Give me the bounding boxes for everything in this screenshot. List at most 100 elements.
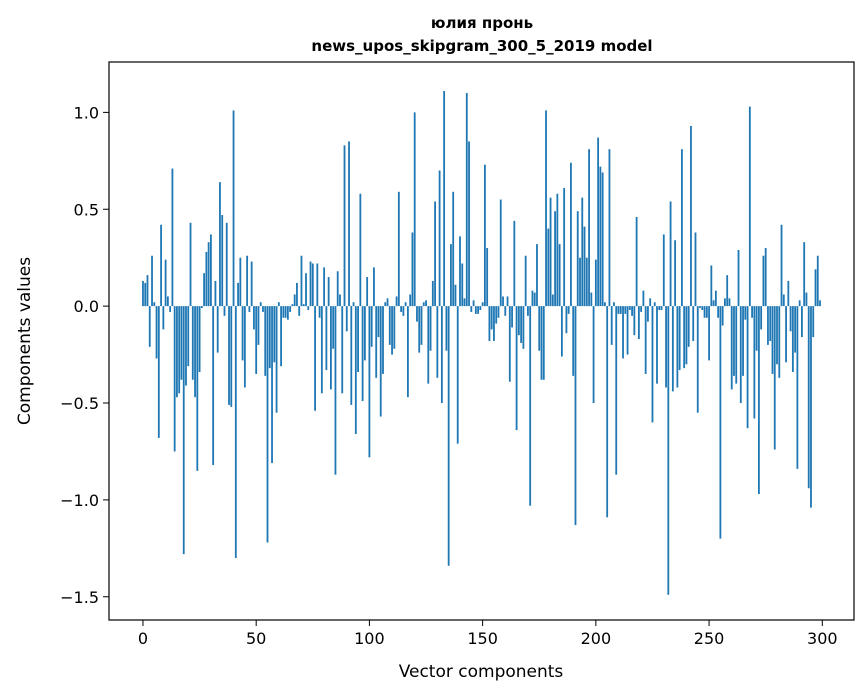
bar-7 — [157, 306, 160, 438]
bar-54 — [264, 306, 267, 376]
bar-176 — [540, 306, 543, 380]
bar-43 — [239, 257, 242, 307]
x-axis-ticks: 0 50 100 150 200 250 300 — [138, 620, 838, 648]
bar-206 — [608, 149, 611, 307]
bar-265 — [742, 306, 744, 376]
y-tick-label: −1.0 — [60, 491, 99, 510]
bar-270 — [753, 306, 756, 419]
x-tick-label: 250 — [694, 629, 725, 648]
x-tick-label: 0 — [138, 629, 148, 648]
bar-297 — [814, 269, 817, 307]
bar-199 — [592, 306, 595, 404]
bar-45 — [243, 306, 246, 388]
bar-196 — [585, 257, 588, 307]
bar-75 — [311, 263, 314, 307]
bar-130 — [436, 306, 439, 378]
bar-296 — [812, 306, 815, 338]
bar-47 — [248, 306, 251, 312]
bar-287 — [791, 306, 794, 373]
x-tick-label: 50 — [246, 629, 266, 648]
bar-252 — [712, 300, 715, 307]
bar-236 — [676, 306, 679, 388]
bar-209 — [615, 306, 618, 475]
bar-121 — [416, 306, 418, 322]
bar-96 — [359, 193, 362, 307]
bar-180 — [549, 197, 552, 307]
bar-23 — [194, 306, 196, 398]
bar-187 — [565, 306, 568, 334]
bar-133 — [443, 91, 446, 307]
bar-41 — [234, 306, 237, 559]
bar-273 — [760, 306, 763, 330]
bar-15 — [176, 306, 178, 398]
bar-249 — [705, 306, 708, 318]
bar-166 — [517, 306, 520, 336]
bar-221 — [642, 290, 645, 307]
bar-276 — [767, 306, 769, 345]
bar-256 — [721, 306, 724, 326]
bar-248 — [703, 306, 706, 318]
x-axis-label: Vector components — [399, 662, 564, 682]
bar-211 — [619, 306, 622, 314]
bar-294 — [807, 306, 810, 489]
bar-131 — [438, 170, 441, 307]
bar-137 — [452, 191, 455, 307]
bar-101 — [370, 306, 373, 347]
bar-127 — [429, 306, 432, 351]
bar-251 — [710, 265, 713, 307]
bar-86 — [336, 271, 339, 307]
bar-112 — [395, 296, 398, 307]
bar-141 — [461, 263, 464, 307]
bar-201 — [597, 137, 600, 307]
bar-111 — [393, 306, 396, 349]
bar-124 — [422, 302, 425, 307]
bar-182 — [554, 211, 556, 307]
bar-11 — [166, 296, 169, 307]
bar-174 — [536, 244, 538, 307]
bar-299 — [819, 300, 821, 307]
bar-167 — [520, 306, 523, 343]
bar-234 — [671, 306, 674, 392]
bar-263 — [737, 249, 740, 307]
bar-202 — [599, 166, 602, 307]
bar-286 — [789, 306, 792, 332]
bar-268 — [748, 106, 751, 307]
bar-285 — [787, 280, 790, 307]
bar-37 — [225, 222, 228, 307]
bar-134 — [445, 306, 448, 351]
bar-183 — [556, 193, 559, 307]
bar-279 — [773, 306, 776, 450]
bar-80 — [323, 267, 326, 307]
bar-26 — [200, 306, 203, 309]
bar-42 — [237, 282, 239, 307]
bar-188 — [567, 306, 570, 314]
bar-78 — [318, 306, 321, 318]
bar-295 — [810, 306, 812, 508]
bar-215 — [628, 306, 631, 311]
bar-126 — [427, 306, 430, 384]
bar-116 — [404, 302, 407, 307]
bar-73 — [307, 306, 310, 311]
bar-102 — [373, 267, 375, 307]
bar-117 — [407, 306, 409, 398]
bar-70 — [300, 255, 303, 307]
bar-271 — [755, 306, 758, 351]
bar-85 — [334, 306, 337, 475]
bar-44 — [241, 306, 244, 361]
bar-269 — [751, 306, 753, 318]
x-tick-label: 300 — [807, 629, 838, 648]
bar-238 — [681, 149, 683, 307]
bar-136 — [450, 244, 452, 307]
bar-89 — [343, 145, 346, 307]
bar-60 — [277, 302, 280, 307]
bar-240 — [685, 306, 688, 365]
bar-264 — [739, 306, 742, 404]
bar-226 — [653, 302, 656, 307]
bar-139 — [456, 306, 459, 444]
bar-62 — [282, 306, 285, 318]
bar-49 — [253, 306, 255, 330]
bar-25 — [198, 306, 201, 373]
bar-154 — [490, 306, 493, 330]
bar-244 — [694, 232, 697, 307]
